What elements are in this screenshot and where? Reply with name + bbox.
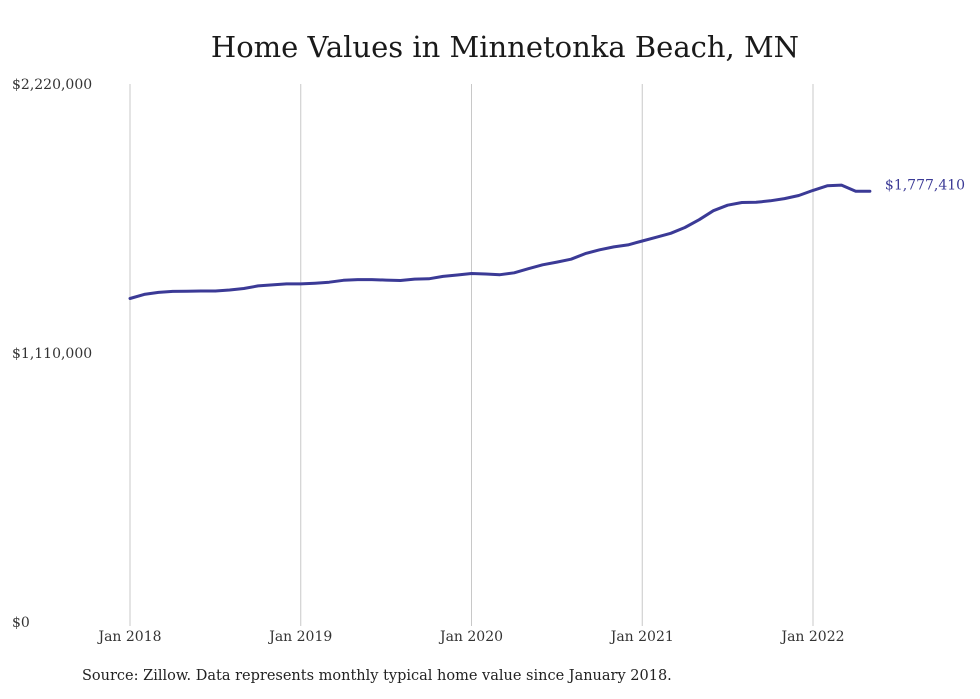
x-tick-label: Jan 2022 — [779, 629, 844, 645]
y-tick-label: $1,110,000 — [12, 346, 92, 362]
chart-title: Home Values in Minnetonka Beach, MN — [210, 30, 800, 64]
end-value-label: $1,777,410 — [885, 177, 965, 193]
y-tick-label: $2,220,000 — [12, 77, 92, 93]
series-line — [128, 183, 872, 300]
y-axis-ticks: $2,220,000 $1,110,000 $0 — [12, 77, 92, 631]
series-line-group — [128, 183, 872, 300]
x-tick-label: Jan 2019 — [267, 629, 332, 645]
y-tick-label: $0 — [12, 615, 30, 631]
x-tick-label: Jan 2018 — [96, 629, 161, 645]
grid-lines — [129, 84, 814, 626]
x-axis-ticks: Jan 2018 Jan 2019 Jan 2020 Jan 2021 Jan 2022 — [96, 629, 844, 645]
source-note: Source: Zillow. Data represents monthly … — [82, 668, 672, 684]
end-label-group: $1,777,410 — [885, 177, 965, 193]
x-tick-label: Jan 2021 — [609, 629, 674, 645]
x-tick-label: Jan 2020 — [438, 629, 503, 645]
